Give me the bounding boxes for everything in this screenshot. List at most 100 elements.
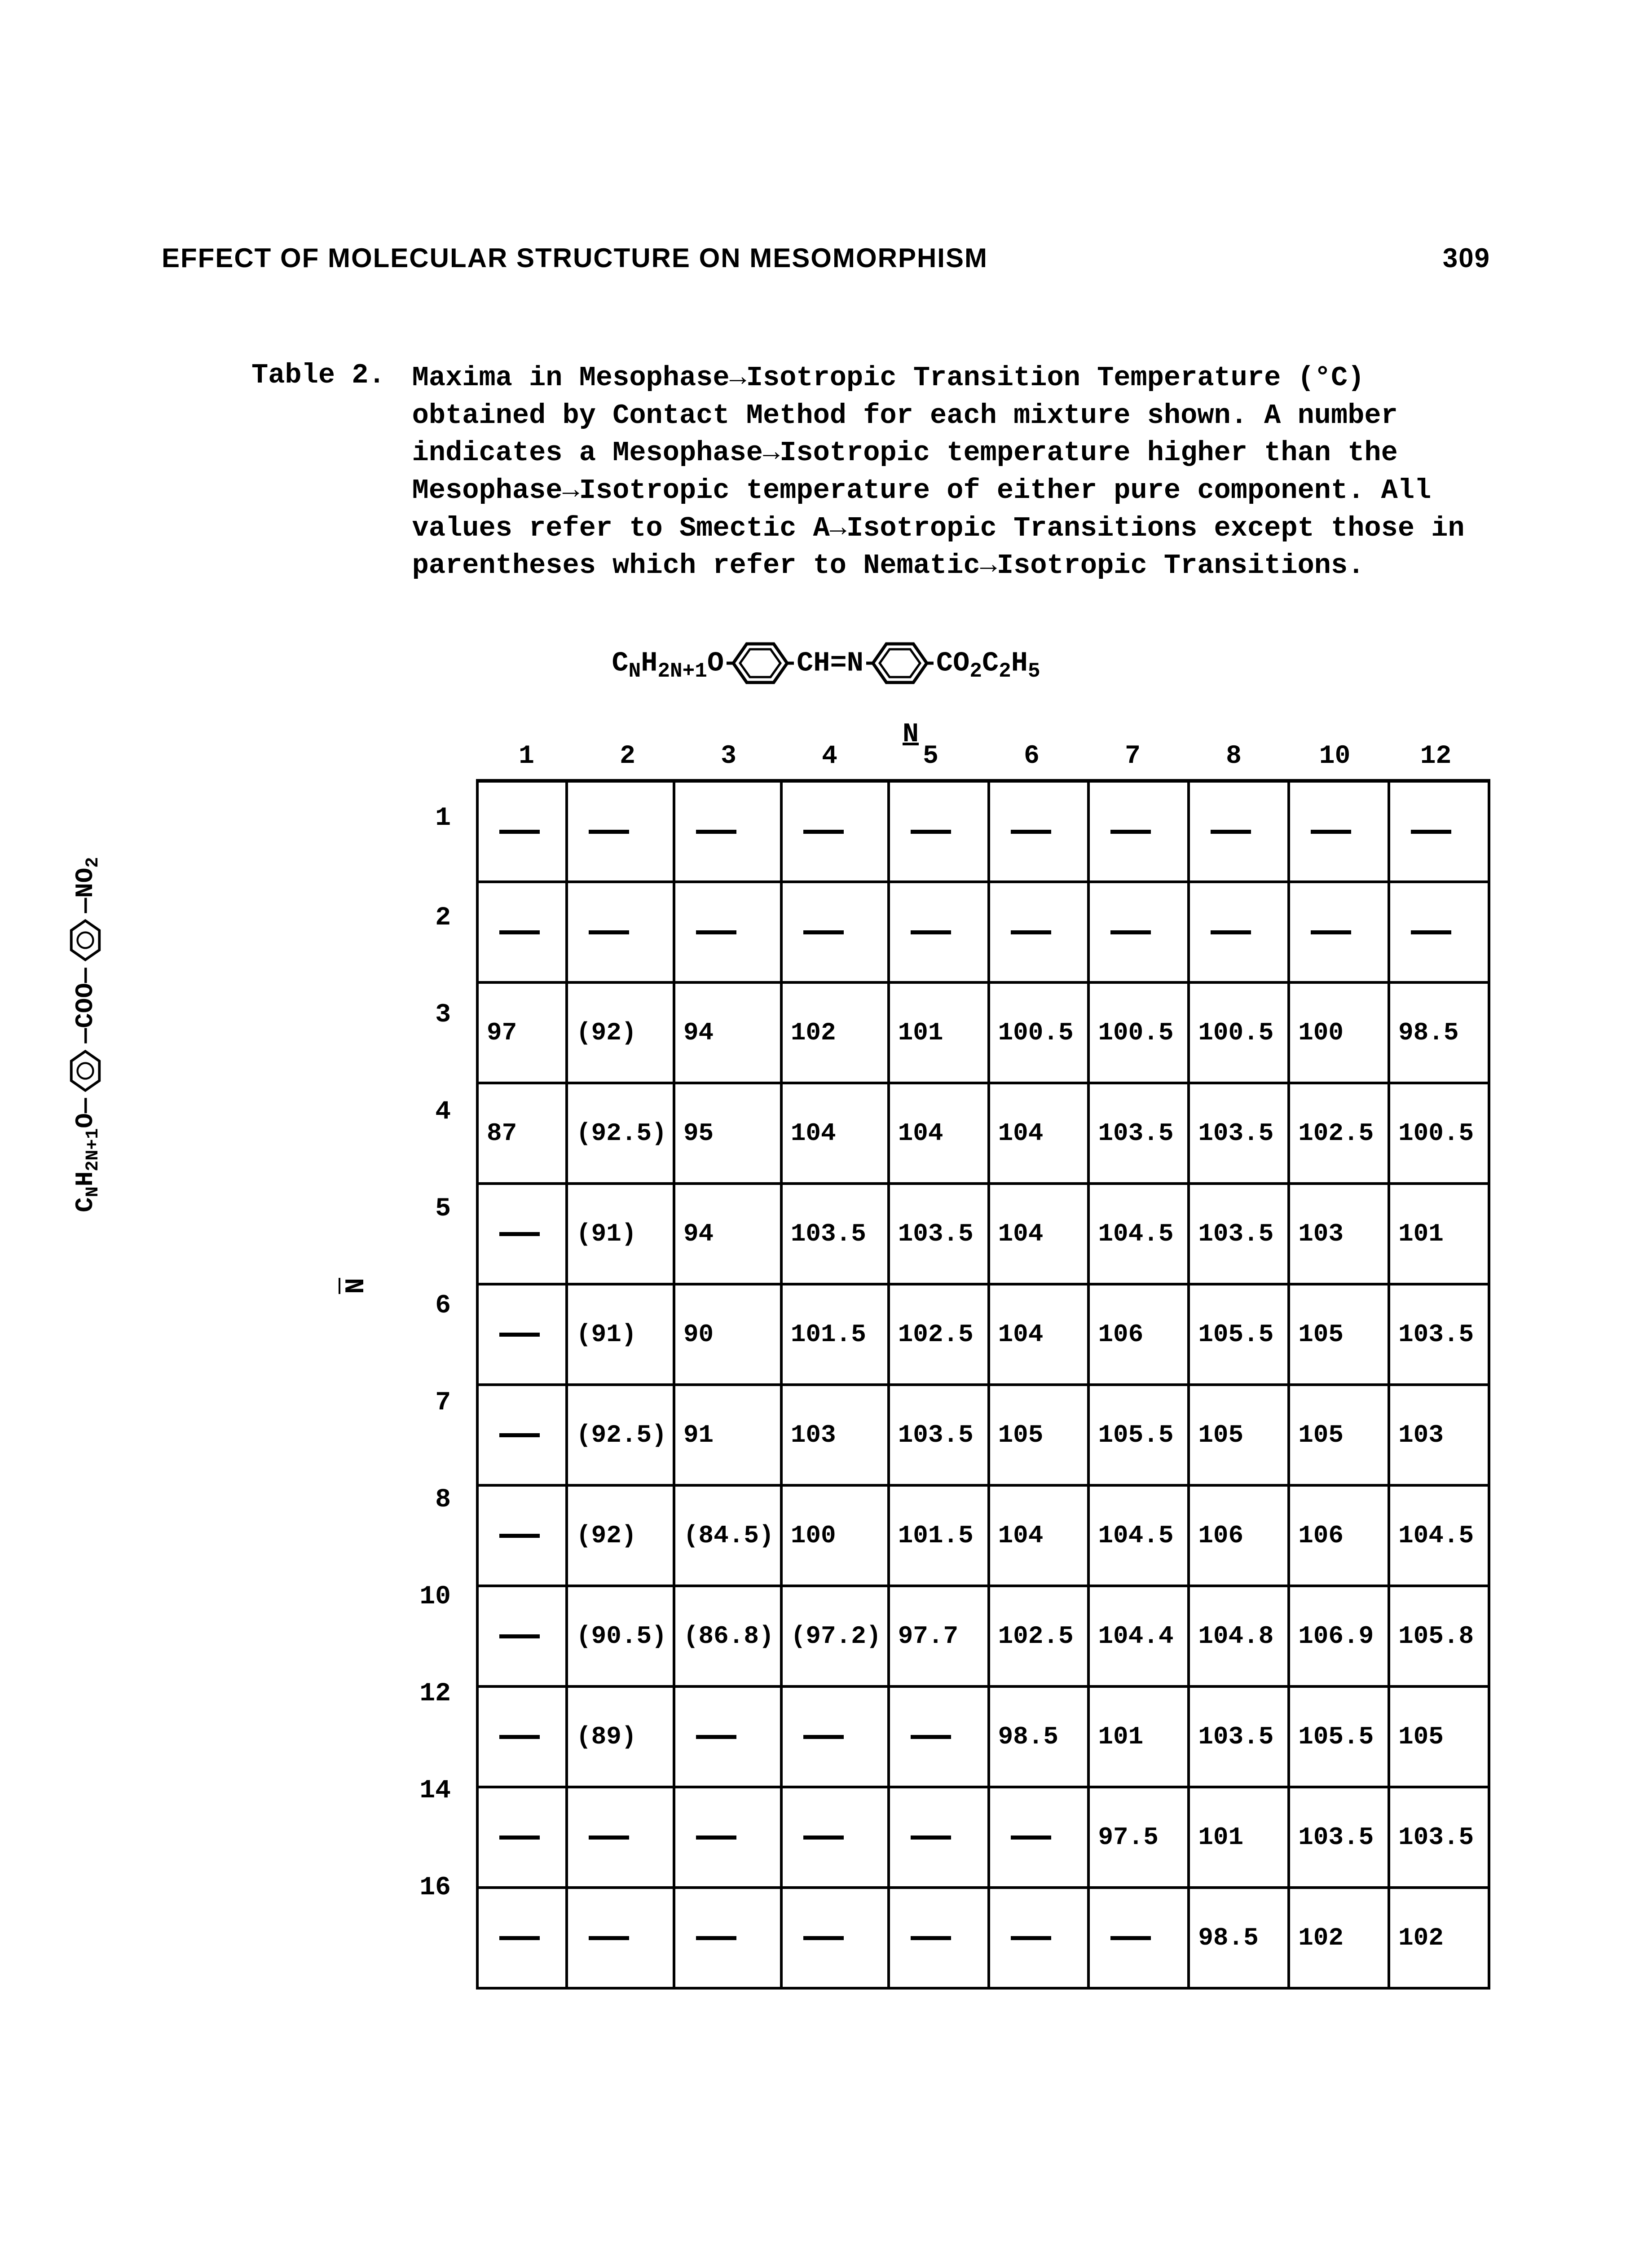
table-cell (781, 1787, 889, 1888)
row-head: 3 (395, 966, 467, 1063)
col-head: 1 (476, 728, 577, 779)
table-cell: 103.5 (889, 1385, 989, 1485)
table-cell: 94 (674, 982, 781, 1083)
table-row: 97(92)94102101100.5100.5100.510098.5 (477, 982, 1489, 1083)
em-dash-icon (1011, 830, 1051, 834)
table-cell: 101 (1189, 1787, 1289, 1888)
table-cell: 104 (989, 1284, 1089, 1385)
table-cell: 101 (1088, 1686, 1189, 1787)
table-cell: 105.5 (1189, 1284, 1289, 1385)
table-cell: (90.5) (567, 1586, 674, 1686)
table-row: (89)98.5101103.5105.5105 (477, 1686, 1489, 1787)
row-head: 10 (395, 1548, 467, 1645)
table-row: 98.5102102 (477, 1888, 1489, 1988)
table-cell (567, 1787, 674, 1888)
table-cell: 105 (1289, 1284, 1389, 1385)
table-cell: 102 (1389, 1888, 1489, 1988)
row-head: 14 (395, 1742, 467, 1839)
table-cell: 106 (1088, 1284, 1189, 1385)
table-cell: (91) (567, 1184, 674, 1284)
table-cell (477, 1284, 567, 1385)
table-cell: 104 (989, 1184, 1089, 1284)
table-cell (567, 882, 674, 982)
table-cell: 101.5 (889, 1485, 989, 1586)
table-cell (567, 1888, 674, 1988)
em-dash-icon (499, 1333, 540, 1337)
em-dash-icon (1411, 930, 1451, 934)
table-cell (674, 781, 781, 882)
row-head: 12 (395, 1645, 467, 1742)
table-cell (1189, 781, 1289, 882)
em-dash-icon (911, 930, 951, 934)
table-cell: 87 (477, 1083, 567, 1184)
table-cell: 104.8 (1189, 1586, 1289, 1686)
table-cell: 104.5 (1088, 1184, 1189, 1284)
table-row: (90.5)(86.8)(97.2)97.7102.5104.4104.8106… (477, 1586, 1489, 1686)
table-cell: 95 (674, 1083, 781, 1184)
side-C: C (71, 1197, 100, 1212)
caption-label: Table 2. (251, 359, 385, 585)
em-dash-icon (803, 1735, 844, 1739)
data-table-body: 97(92)94102101100.5100.5100.510098.587(9… (477, 781, 1489, 1988)
data-table-wrap: N 1 2 3 4 5 6 7 8 10 12 1 2 3 4 5 6 7 (395, 728, 1490, 1990)
formula-sub-5: 5 (1028, 660, 1040, 683)
side-structural-formula: CNH2N+1O——COO——NO2 (67, 857, 103, 1212)
table-cell: 98.5 (1189, 1888, 1289, 1988)
axis-top-label: N (903, 719, 919, 750)
formula-sub-N: N (629, 660, 641, 683)
em-dash-icon (1110, 830, 1151, 834)
em-dash-icon (803, 1836, 844, 1840)
col-head: 5 (880, 728, 981, 779)
em-dash-icon (499, 1836, 540, 1840)
em-dash-icon (1411, 830, 1451, 834)
em-dash-icon (1211, 930, 1251, 934)
table-cell: 103.5 (1189, 1686, 1289, 1787)
em-dash-icon (1110, 1936, 1151, 1940)
col-head: 12 (1385, 728, 1486, 779)
col-head: 6 (981, 728, 1082, 779)
table-cell: 100.5 (989, 982, 1089, 1083)
table-row: (92.5)91103103.5105105.5105105103 (477, 1385, 1489, 1485)
table-cell (889, 781, 989, 882)
table-row (477, 781, 1489, 882)
table-cell (781, 781, 889, 882)
em-dash-icon (1311, 830, 1351, 834)
content: Table 2. Maxima in Mesophase→Isotropic T… (162, 359, 1490, 1990)
table-cell (477, 1385, 567, 1485)
table-cell: 105.5 (1289, 1686, 1389, 1787)
row-head: 7 (395, 1354, 467, 1451)
table-cell: (84.5) (674, 1485, 781, 1586)
em-dash-icon (696, 1836, 736, 1840)
table-cell (1088, 1888, 1189, 1988)
benzene-ring-icon (67, 916, 103, 965)
table-cell (1289, 781, 1389, 882)
table-cell: 97.7 (889, 1586, 989, 1686)
table-cell: 105 (1189, 1385, 1289, 1485)
formula-H2: H (1011, 647, 1028, 679)
table-cell: 104.5 (1389, 1485, 1489, 1586)
em-dash-icon (499, 930, 540, 934)
table-cell: (92) (567, 982, 674, 1083)
table-cell (1088, 781, 1189, 882)
em-dash-icon (499, 1232, 540, 1236)
em-dash-icon (803, 1936, 844, 1940)
table-cell: (92.5) (567, 1083, 674, 1184)
em-dash-icon (589, 830, 629, 834)
table-cell: 101 (889, 982, 989, 1083)
em-dash-icon (589, 930, 629, 934)
em-dash-icon (696, 1936, 736, 1940)
formula-sub-2b: 2 (999, 660, 1011, 683)
em-dash-icon (499, 830, 540, 834)
table-cell (477, 1485, 567, 1586)
em-dash-icon (499, 1735, 540, 1739)
table-cell: 106 (1189, 1485, 1289, 1586)
side-NO: NO (71, 868, 100, 898)
benzene-ring-icon (727, 638, 794, 688)
table-cell: 102 (781, 982, 889, 1083)
table-cell: 102 (1289, 1888, 1389, 1988)
col-head: 10 (1284, 728, 1385, 779)
em-dash-icon (911, 830, 951, 834)
table-row: 87(92.5)95104104104103.5103.5102.5100.5 (477, 1083, 1489, 1184)
em-dash-icon (1011, 930, 1051, 934)
col-head: 2 (577, 728, 678, 779)
